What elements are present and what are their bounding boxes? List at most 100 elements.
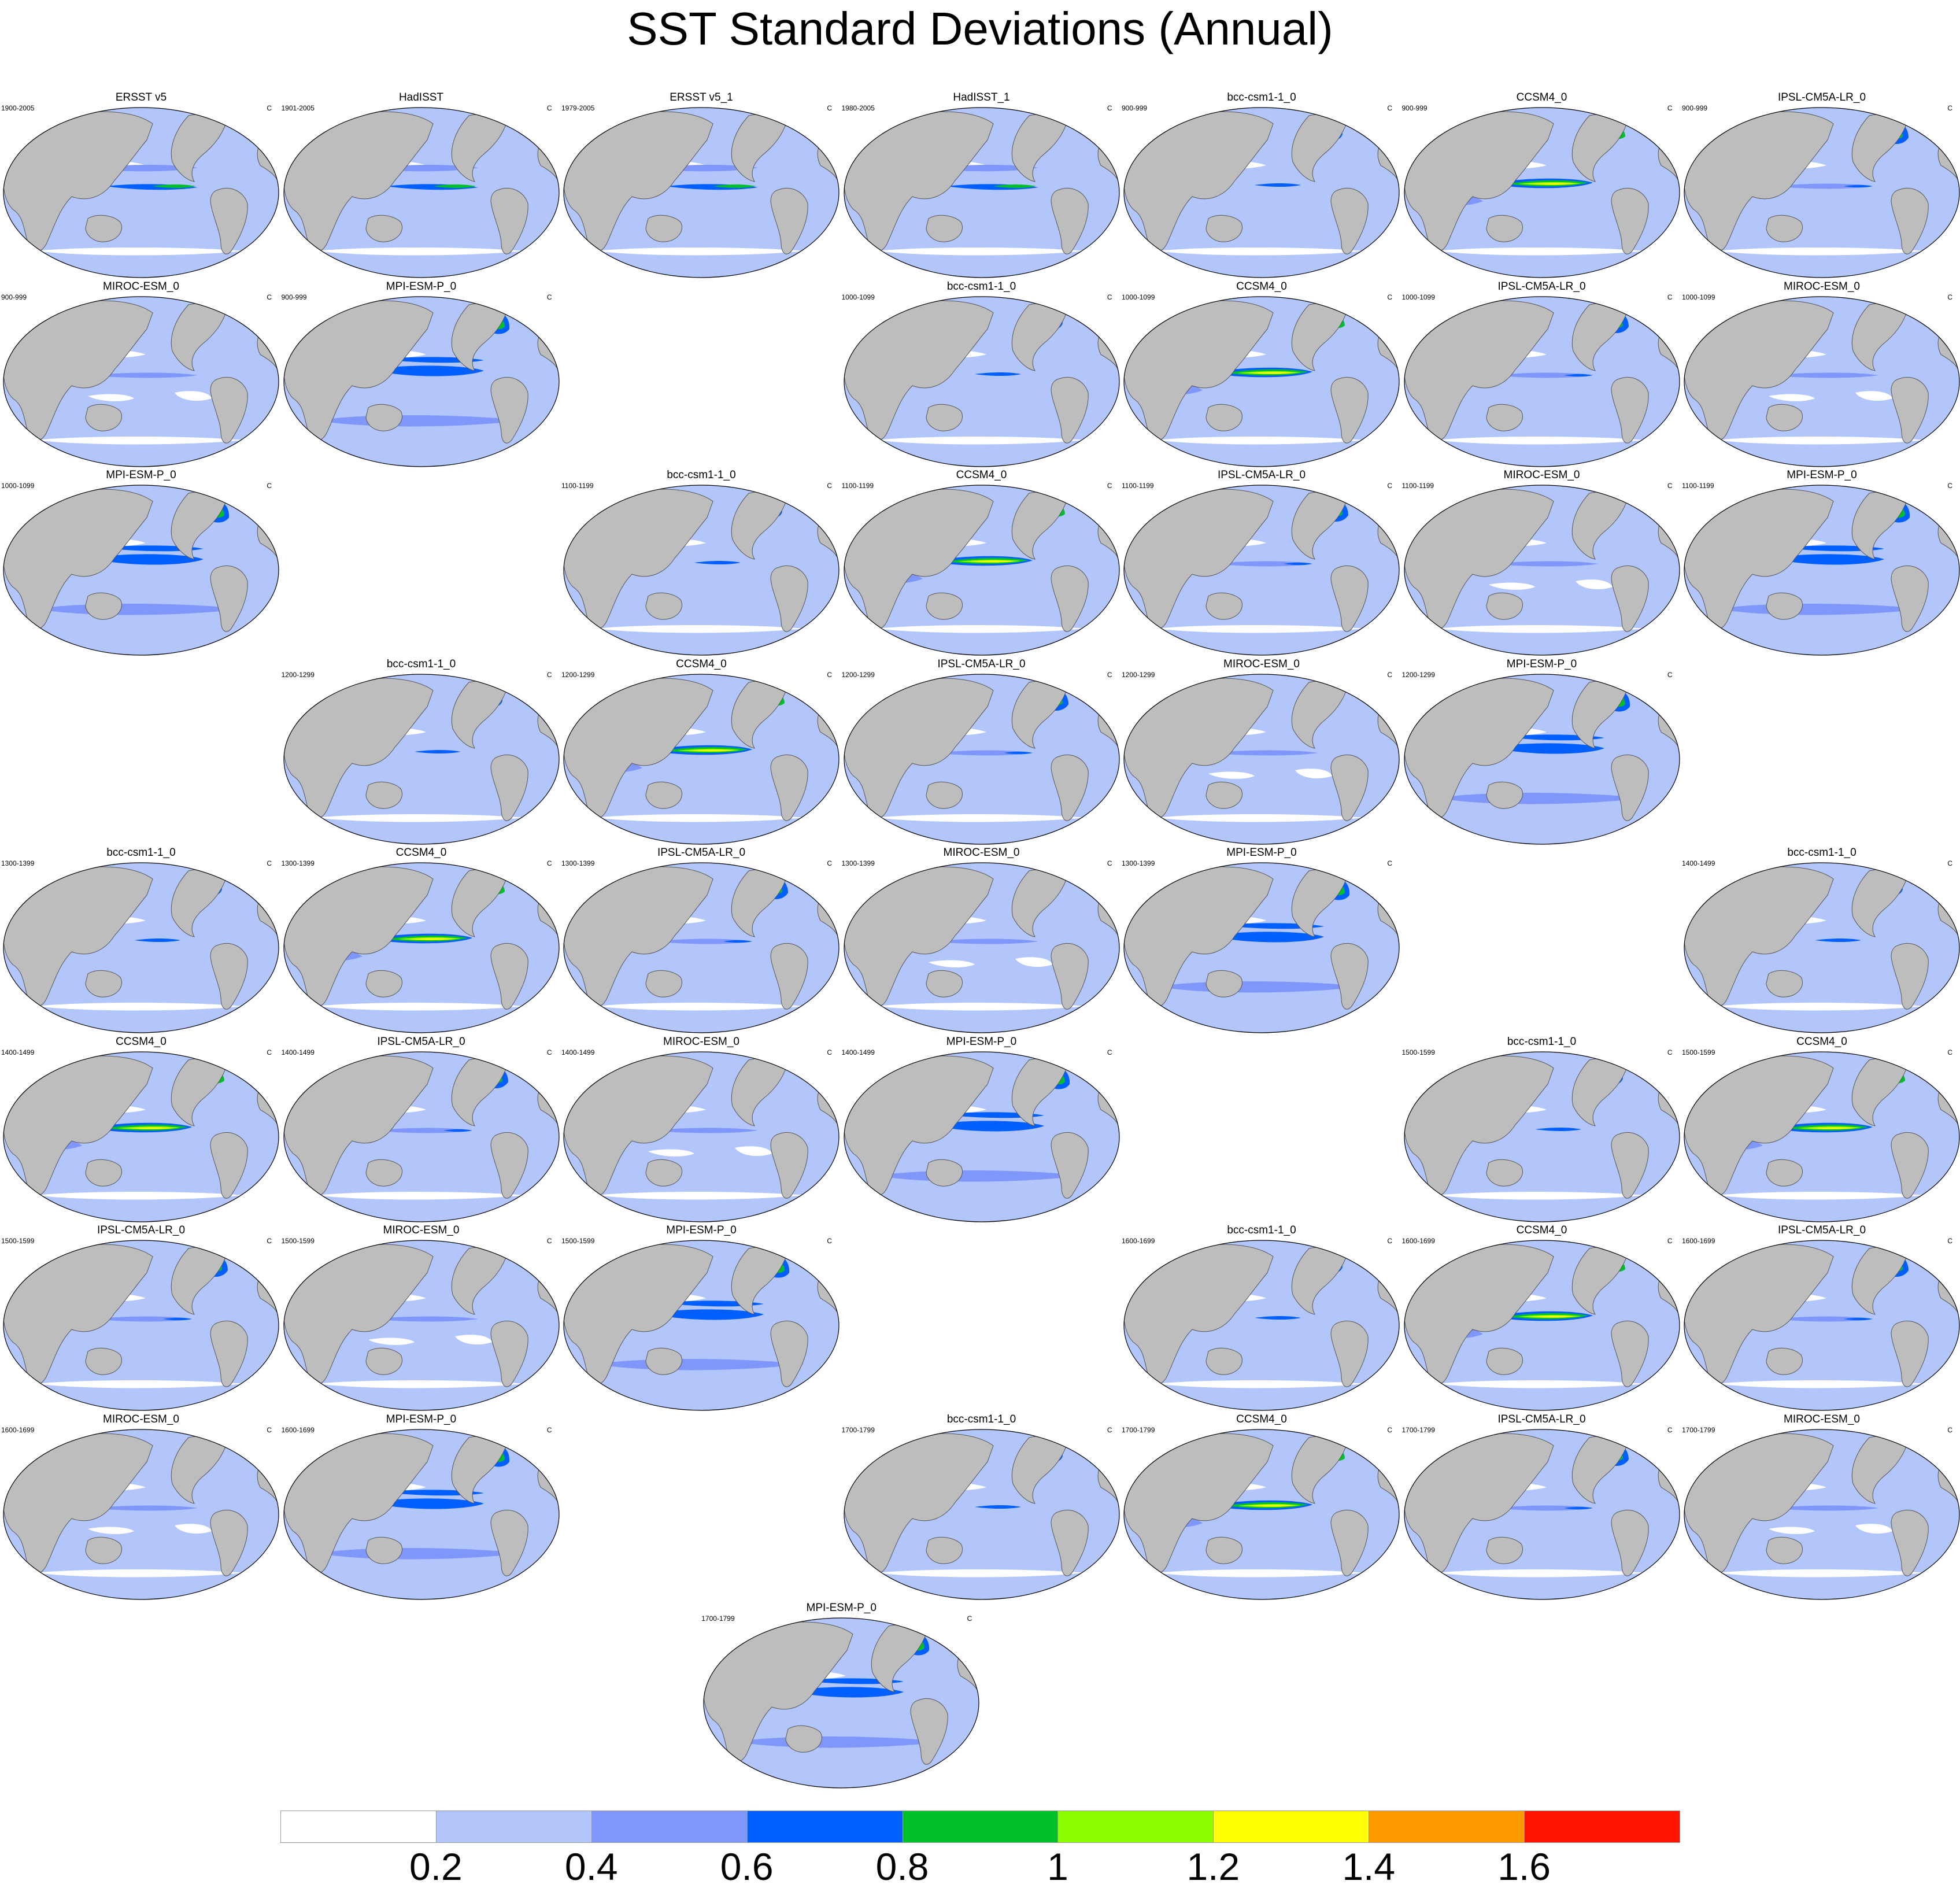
map-border: [3, 862, 279, 1033]
sst-contour-low: [1717, 436, 1925, 444]
land-mass: [231, 1433, 248, 1451]
panel-unit: C: [1387, 482, 1392, 490]
sst-contour: [928, 1120, 1044, 1131]
sst-contour-low: [36, 436, 244, 444]
map-border: [843, 862, 1120, 1033]
panel-period: 1300-1399: [841, 859, 875, 867]
world-map: [1403, 1428, 1680, 1600]
map-panel: IPSL-CM5A-LR_0 1500-1599 C: [1, 1224, 281, 1413]
land-mass: [931, 1623, 948, 1641]
map-panel: IPSL-CM5A-LR_0 1000-1099 C: [1402, 280, 1682, 469]
map-border: [1684, 485, 1960, 656]
map-border: [3, 295, 279, 467]
land-mass: [791, 1245, 808, 1263]
panel-unit: C: [1387, 1237, 1392, 1245]
panel-title: MIROC-ESM_0: [1223, 657, 1300, 670]
world-map: [1123, 862, 1400, 1033]
world-map: [843, 673, 1120, 845]
sst-contour-low: [316, 1380, 524, 1388]
sst-contour-low: [876, 436, 1085, 444]
world-map: [703, 1617, 979, 1789]
panel-unit: C: [1387, 1425, 1392, 1434]
land-mass: [365, 404, 402, 431]
land-mass: [210, 187, 248, 254]
map-border: [563, 107, 840, 278]
colorbar-box: [280, 1811, 437, 1843]
land-mass: [231, 490, 248, 508]
land-mass: [1911, 867, 1929, 885]
map-border: [283, 1240, 560, 1411]
land-mass: [85, 970, 122, 997]
panel-title: bcc-csm1-1_0: [1787, 847, 1857, 859]
world-map: [1123, 1240, 1400, 1411]
sst-contour-low: [1717, 1191, 1925, 1199]
map-border: [1123, 1240, 1400, 1411]
map-border: [3, 1051, 279, 1222]
panel-period: 1000-1099: [841, 293, 875, 301]
panel-unit: C: [267, 482, 272, 490]
world-map: [1403, 673, 1680, 845]
map-border: [1123, 485, 1400, 656]
sst-contour-low: [1156, 1380, 1364, 1388]
panel-period: 1000-1099: [1, 482, 35, 490]
sst-contour-low: [88, 1527, 134, 1534]
land-mass: [770, 754, 808, 821]
world-map: [563, 1240, 840, 1411]
map-panel: CCSM4_0 1500-1599 C: [1682, 1036, 1960, 1224]
land-mass: [231, 867, 248, 885]
land-mass: [1071, 1056, 1089, 1074]
sst-contour: [1844, 1317, 1873, 1321]
world-map: [1403, 107, 1680, 278]
land-mass: [1205, 781, 1242, 809]
land-mass: [1766, 215, 1803, 242]
panel-unit: C: [1667, 104, 1673, 112]
world-map: [1123, 295, 1400, 467]
world-map: [3, 1051, 279, 1222]
sst-contour-low: [1717, 1380, 1925, 1388]
panel-title: MPI-ESM-P_0: [386, 280, 457, 293]
land-mass: [490, 1132, 528, 1199]
colorbar-tick-label: 0.4: [564, 1845, 618, 1888]
land-mass: [1610, 754, 1649, 821]
panel-period: 1200-1299: [1122, 670, 1155, 679]
land-mass: [1050, 565, 1089, 632]
sst-contour-low: [1015, 957, 1052, 967]
land-mass: [365, 970, 402, 997]
panel-period: 1000-1099: [1401, 293, 1435, 301]
sst-contour-low: [316, 1003, 524, 1011]
panel-unit: C: [546, 104, 552, 112]
sst-contour: [1249, 372, 1295, 374]
land-mass: [1071, 1433, 1089, 1451]
land-mass: [1071, 678, 1089, 696]
sst-contour-low: [735, 1146, 772, 1156]
land-mass: [85, 592, 122, 620]
sst-contour: [1809, 1127, 1855, 1129]
land-mass: [210, 1320, 248, 1387]
map-panel: MIROC-ESM_0 1400-1499 C: [561, 1036, 841, 1224]
sst-contour: [1208, 932, 1324, 943]
map-panel: MIROC-ESM_0 900-999 C: [1, 280, 281, 469]
land-mass: [1911, 112, 1929, 130]
sst-contour: [373, 1128, 472, 1133]
sst-contour: [1774, 183, 1873, 189]
sst-contour: [1529, 183, 1576, 185]
sst-contour-low: [596, 625, 804, 633]
sst-contour: [1494, 372, 1593, 378]
panel-period: 1200-1299: [841, 670, 875, 679]
panel-period: 1600-1699: [281, 1425, 315, 1434]
panel-unit: C: [827, 104, 832, 112]
map-panel: CCSM4_0 1300-1399 C: [282, 847, 561, 1035]
panel-period: 1500-1599: [1401, 1048, 1435, 1056]
sst-contour-low: [36, 1569, 244, 1577]
land-mass: [1351, 1433, 1369, 1451]
panel-unit: C: [827, 482, 832, 490]
world-map: [3, 1240, 279, 1411]
panel-period: 1100-1199: [1122, 482, 1154, 490]
panel-title: bcc-csm1-1_0: [386, 657, 456, 670]
panel-period: 1400-1499: [281, 1048, 315, 1056]
sst-contour-low: [1769, 1527, 1815, 1534]
land-mass: [210, 943, 248, 1010]
land-mass: [770, 1320, 808, 1387]
map-panel: IPSL-CM5A-LR_0 900-999 C: [1682, 91, 1960, 280]
land-mass: [1766, 592, 1803, 620]
